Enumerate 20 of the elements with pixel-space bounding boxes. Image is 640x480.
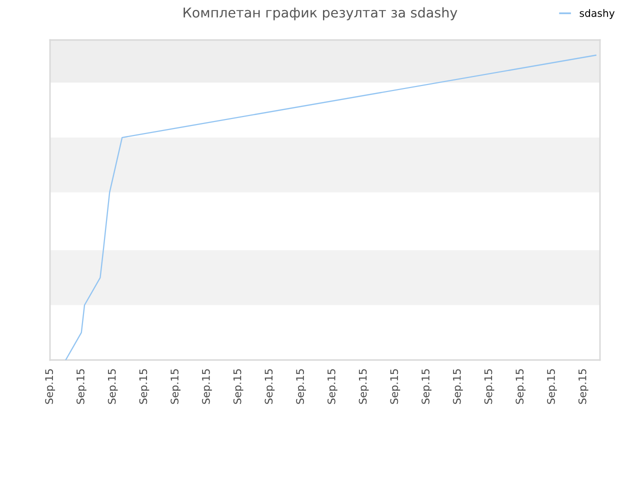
x-tick-label: Sep.15 <box>264 369 275 404</box>
x-tick-label: Sep.15 <box>108 369 118 404</box>
x-tick-label: Sep.15 <box>484 369 494 404</box>
x-tick-label: Sep.15 <box>547 369 557 404</box>
x-tick-label: Sep.15 <box>422 369 432 404</box>
x-tick-label: Sep.15 <box>452 369 463 404</box>
legend-label: sdashy <box>580 9 615 19</box>
x-tick-label: Sep.15 <box>578 369 588 404</box>
x-tick-label: Sep.15 <box>516 369 526 404</box>
x-tick-label: Sep.15 <box>390 369 400 404</box>
x-tick-label: Sep.15 <box>202 369 212 404</box>
x-tick-label: Sep.15 <box>233 369 244 404</box>
x-tick-label: Sep.15 <box>327 369 338 404</box>
x-tick-label: Sep.15 <box>296 369 306 404</box>
x-tick-label: Sep.15 <box>139 369 150 404</box>
x-tick-label: Sep.15 <box>76 369 86 404</box>
x-tick-label: Sep.15 <box>170 369 181 404</box>
x-tick-label: Sep.15 <box>358 369 369 404</box>
chart-title: Комплетан график резултат за sdashy <box>184 7 458 20</box>
x-tick-label: Sep.15 <box>45 369 56 404</box>
